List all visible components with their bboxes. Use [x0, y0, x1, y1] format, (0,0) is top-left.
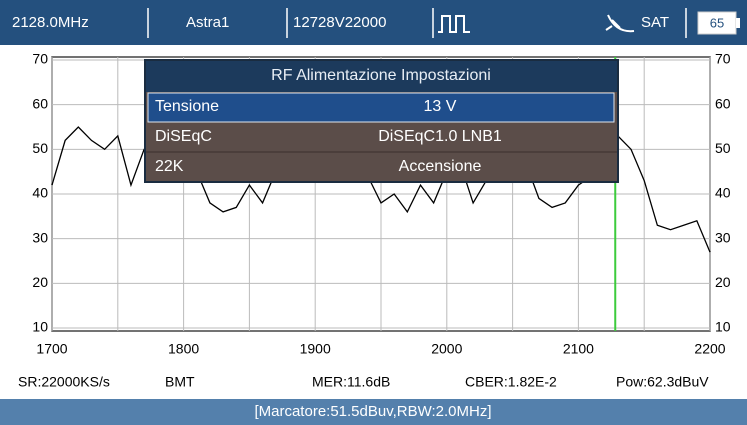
selected-row[interactable] [147, 92, 615, 123]
y-tick-label-right: 20 [715, 274, 731, 290]
row-label[interactable]: Tensione [155, 98, 219, 115]
status-item: SR:22000KS/s [18, 374, 110, 390]
footer-bar [0, 399, 747, 425]
pulse-icon [438, 15, 470, 33]
y-tick-label: 10 [32, 319, 48, 335]
y-tick-label: 20 [32, 274, 48, 290]
y-tick-label: 70 [32, 51, 48, 67]
y-tick-label: 30 [32, 229, 48, 245]
row-value[interactable]: Accensione [399, 158, 482, 175]
mode: SAT [641, 14, 669, 31]
y-tick-label-right: 10 [715, 319, 731, 335]
transponder: 12728V22000 [293, 14, 386, 31]
row-value[interactable]: DiSEqC1.0 LNB1 [378, 128, 502, 145]
y-tick-label-right: 70 [715, 51, 731, 67]
dialog-title: RF Alimentazione Impostazioni [271, 67, 491, 84]
satellite: Astra1 [186, 14, 229, 31]
y-tick-label-right: 30 [715, 229, 731, 245]
dialog-title-bar [146, 61, 617, 92]
battery-tip [736, 18, 740, 28]
x-tick-label: 2000 [431, 341, 462, 357]
top-bar [0, 0, 747, 45]
status-item: MER:11.6dB [312, 374, 390, 390]
y-tick-label: 60 [32, 95, 48, 111]
x-tick-label: 2200 [694, 341, 725, 357]
row-value[interactable]: 13 V [424, 98, 457, 115]
y-tick-label-right: 60 [715, 95, 731, 111]
x-tick-label: 2100 [563, 341, 594, 357]
row-label[interactable]: DiSEqC [155, 128, 212, 145]
y-tick-label: 50 [32, 140, 48, 156]
footer: [Marcatore:51.5dBuv,RBW:2.0MHz] [254, 403, 491, 420]
status-item: BMT [165, 374, 195, 390]
status-item: Pow:62.3dBuV [616, 374, 709, 390]
y-tick-label-right: 50 [715, 140, 731, 156]
satellite-icon [605, 14, 635, 33]
y-tick-label: 40 [32, 185, 48, 201]
x-tick-label: 1700 [36, 341, 67, 357]
x-tick-label: 1900 [300, 341, 331, 357]
row-label[interactable]: 22K [155, 158, 184, 175]
status-item: CBER:1.82E-2 [465, 374, 557, 390]
frequency: 2128.0MHz [12, 14, 89, 31]
y-tick-label-right: 40 [715, 185, 731, 201]
x-tick-label: 1800 [168, 341, 199, 357]
dialog: RF Alimentazione Impostazioni Tensione 1… [144, 59, 619, 183]
battery-level: 65 [710, 15, 724, 30]
